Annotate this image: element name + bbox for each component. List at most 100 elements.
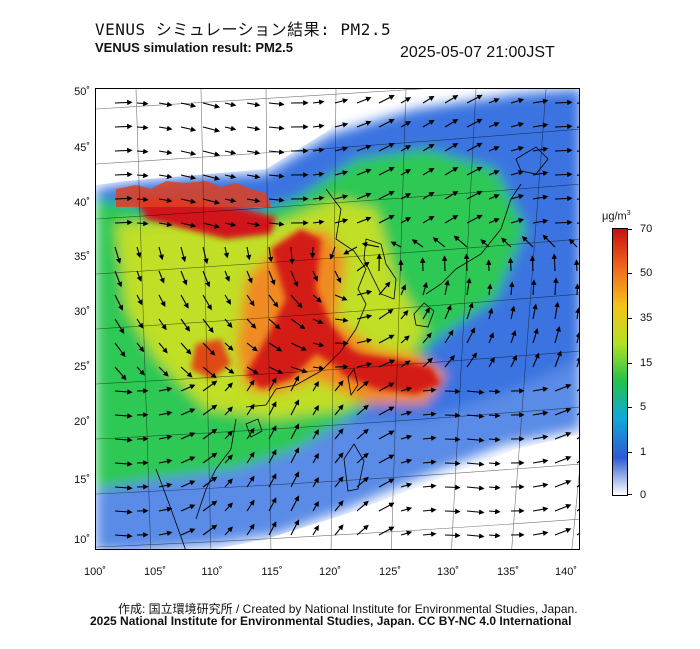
wind-arrow [509,281,515,296]
wind-arrow [202,318,214,334]
wind-arrow [510,218,525,224]
wind-arrow [488,98,500,104]
wind-arrow [576,508,579,512]
wind-arrow [202,452,218,464]
wind-arrow [180,222,197,228]
longitude-line [200,89,212,549]
graticule [96,89,579,549]
wind-arrow [400,482,413,488]
wind-arrow [224,478,233,488]
wind-arrow [488,356,495,368]
wind-arrow [334,524,344,536]
japan-kyushu [413,302,435,328]
wind-arrow [246,125,261,132]
wind-arrow [422,307,430,320]
wind-arrow [290,471,300,488]
colorbar-label: 70 [640,223,653,235]
colorbar-tick [627,452,632,453]
wind-arrow [268,521,277,536]
wind-arrow [334,194,349,200]
wind-arrow [574,283,579,296]
longitude-line [330,89,337,549]
wind-arrow [268,221,285,227]
wind-arrow [268,366,284,374]
wind-arrow [507,257,514,272]
wind-arrow [510,170,525,176]
wind-arrow [246,221,261,228]
wind-arrow [466,437,485,443]
wind-arrow [444,436,461,443]
wind-arrow [158,197,173,204]
wind-arrow [521,236,534,248]
wind-arrow [487,307,494,320]
wind-arrow [444,191,459,200]
west-hotspot [191,339,231,379]
wind-arrow [268,101,285,107]
wind-arrow [466,485,485,491]
wind-arrow [246,342,258,352]
lon-tick-label: 125˚ [378,566,402,578]
wind-arrow [576,150,579,152]
wind-arrow [400,284,406,296]
latitude-line [96,183,579,220]
wind-arrow [224,294,232,305]
colorbar-label: 50 [640,267,653,279]
lon-tick-label: 120˚ [318,566,342,578]
wind-arrow [246,101,261,108]
wind-arrow [334,380,344,392]
wind-arrow [356,96,372,104]
wind-arrow [268,197,285,203]
wind-arrow [576,102,579,104]
wind-arrow [202,126,221,133]
wind-arrow [290,270,299,288]
wind-arrow [114,270,123,288]
wind-arrow [136,148,149,155]
wind-arrow [422,531,437,537]
wind-arrow [488,122,500,128]
wind-arrow [466,214,483,224]
wind-arrow [334,146,349,152]
latitude-line [96,406,579,440]
wind-arrow [378,167,395,176]
wind-arrow [422,119,435,128]
wind-arrow [180,384,196,392]
wind-arrow [312,380,319,392]
wind-arrow [444,95,459,104]
wind-arrow [422,332,432,344]
wind-arrow [136,366,145,376]
wind-arrow [466,509,485,515]
wind-arrow [136,294,143,306]
wind-arrow [554,479,572,488]
wind-arrow [136,196,149,203]
wind-arrow [356,476,369,488]
wind-arrow [444,167,459,176]
wind-arrow [444,329,454,344]
hokkaido [515,146,549,175]
wind-arrow [312,452,319,464]
wind-arrow [224,149,237,156]
wind-arrow [267,246,274,263]
wind-arrow [554,219,573,226]
east-sea-plume-hotspot [331,339,441,394]
wind-arrow [334,452,344,464]
wind-arrow [180,456,196,464]
wind-arrow [411,239,424,248]
wind-arrow [400,386,413,392]
wind-arrow [576,532,579,536]
wind-arrow [400,458,413,464]
wind-arrow [290,447,300,464]
wind-arrow [532,458,549,464]
wind-arrow [334,218,349,224]
wind-arrow [378,143,395,152]
colorbar-label: 0 [640,489,647,501]
latitude-line [96,238,579,275]
wind-arrow [180,246,187,263]
wind-arrow [268,294,279,308]
wind-arrow [576,174,579,176]
wind-arrow [488,412,501,419]
wind-arrow [312,171,325,177]
wind-arrow [378,281,391,296]
wind-arrow [136,172,149,179]
wind-arrow [246,173,261,180]
wind-arrow [400,217,412,224]
